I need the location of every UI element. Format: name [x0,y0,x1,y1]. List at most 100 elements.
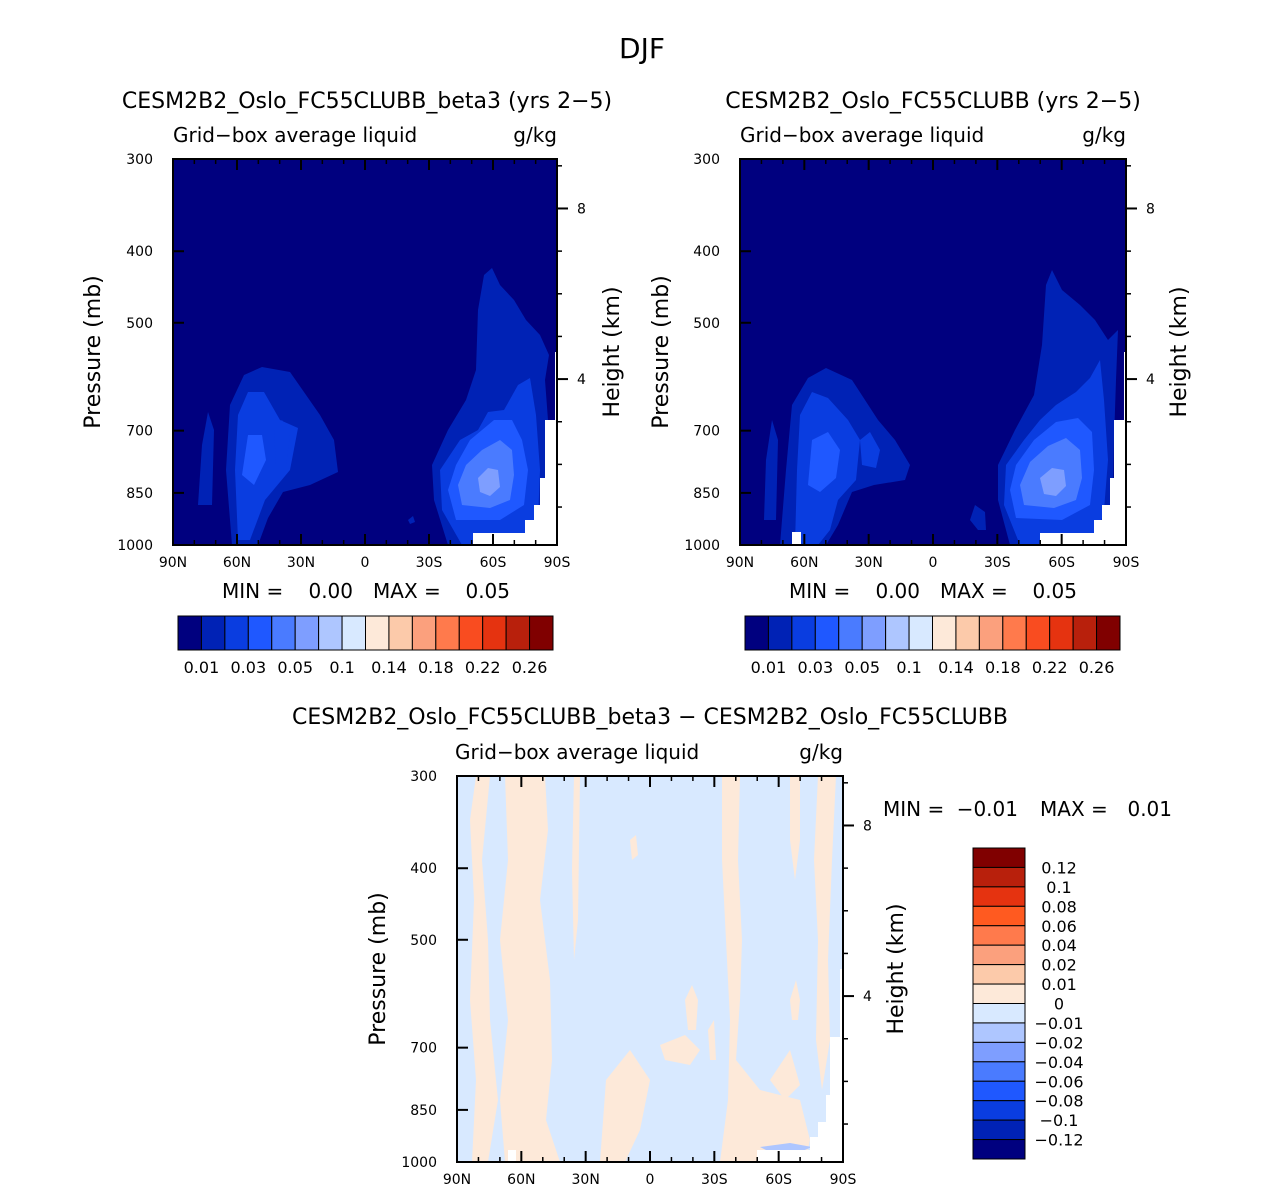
x-tick-label: 60S [480,555,507,571]
panel-difference-max-value: 0.01 [1127,797,1172,821]
y-tick-label: 850 [693,486,720,502]
colorbar-box [365,615,390,651]
y-tick-label: 1000 [401,1155,437,1171]
colorbar-box [529,615,554,651]
panel-difference-units: g/kg [799,740,843,764]
panel-control-max-value: 0.05 [1032,579,1077,603]
colorbar-box [767,615,793,651]
y-tick-label: 500 [693,316,720,332]
panel-difference-colorbar: 0.120.10.080.060.040.020.010−0.01−0.02−0… [972,847,1084,1160]
colorbar-box [341,615,366,651]
positive-anomaly-band [685,985,698,1030]
figure-title: DJF [619,32,665,65]
x-tick-label: 90N [159,555,187,571]
x-tick-label: 30N [287,555,315,571]
colorbar-box [955,615,980,651]
x-tick-label: 90N [443,1172,471,1188]
panel-control-min-label: MIN = [789,579,850,603]
positive-anomaly-band [790,776,800,880]
colorbar-label: 0.01 [184,658,220,677]
x-tick-label: 90N [726,555,754,571]
colorbar-box [972,1041,1026,1063]
contour-fill-low [198,412,214,505]
colorbar-box [972,905,1026,927]
colorbar-box [1002,615,1027,651]
colorbar-box [224,615,249,651]
x-tick-label: 0 [361,555,370,571]
panel-difference-min-label: MIN = [883,797,944,821]
colorbar-box [435,615,460,651]
panel-difference-y2label: Height (km) [884,903,909,1034]
colorbar-box [972,1119,1026,1141]
colorbar-box [972,1061,1026,1082]
colorbar-box [978,615,1004,651]
below-ground-mask [508,1150,516,1162]
panel-beta3-units: g/kg [513,123,557,147]
colorbar-label: 0.12 [1041,858,1077,877]
colorbar-box [271,615,296,651]
panel-control: CESM2B2_Oslo_FC55CLUBB (yrs 2−5) Grid−bo… [649,89,1192,677]
y2-tick-label: 4 [863,989,872,1005]
colorbar-box [388,615,413,651]
colorbar-label: 0.05 [277,658,313,677]
x-tick-label: 90S [544,555,571,571]
colorbar-label: 0.14 [371,658,407,677]
y-tick-label: 850 [410,1103,437,1119]
y2-tick-label: 4 [577,372,586,388]
colorbar-label: 0.1 [896,658,921,677]
y-tick-label: 300 [410,769,437,785]
below-ground-mask [792,532,801,545]
positive-anomaly-band [500,776,560,1162]
colorbar-box [972,866,1026,888]
colorbar-label: 0.01 [1041,975,1077,994]
panel-difference-min-value: −0.01 [957,797,1018,821]
colorbar-box [1049,615,1074,651]
positive-anomaly-band [572,776,580,960]
colorbar-box [458,615,484,651]
colorbar-label: −0.12 [1034,1131,1083,1150]
y2-tick-label: 8 [1146,201,1155,217]
panel-difference-title: CESM2B2_Oslo_FC55CLUBB_beta3 − CESM2B2_O… [292,705,1008,730]
panel-beta3-y2label: Height (km) [600,286,625,417]
colorbar-label: 0.1 [329,658,354,677]
y-tick-label: 300 [126,152,153,168]
colorbar-label: 0.18 [418,658,454,677]
colorbar-label: 0.04 [1041,936,1077,955]
x-tick-label: 60N [223,555,251,571]
colorbar-box [972,1003,1026,1024]
colorbar-box [744,615,769,651]
positive-anomaly-band [790,980,800,1020]
x-tick-label: 30N [572,1172,600,1188]
x-tick-label: 60S [1048,555,1075,571]
colorbar-label: 0.08 [1041,897,1077,916]
colorbar-label: 0.22 [1032,658,1068,677]
below-ground-mask [473,352,557,545]
contour-fill-peak [1040,468,1066,496]
contour-fill-low [764,420,778,520]
colorbar-label: −0.08 [1034,1092,1083,1111]
colorbar-label: 0.03 [798,658,834,677]
positive-anomaly-band [720,776,810,1162]
positive-anomaly-band [630,835,638,860]
panel-beta3-max-value: 0.05 [465,579,510,603]
y-tick-label: 700 [410,1041,437,1057]
colorbar-box [294,615,320,651]
colorbar-box [838,615,863,651]
x-tick-label: 90S [830,1172,857,1188]
contour-fill-mid [860,432,880,468]
y-tick-label: 700 [693,424,720,440]
colorbar-label: 0.22 [465,658,501,677]
panel-control-subtitle: Grid−box average liquid [740,123,984,147]
colorbar-box [885,615,910,651]
x-tick-label: 60N [790,555,818,571]
y-tick-label: 300 [693,152,720,168]
x-tick-label: 30S [416,555,443,571]
panel-beta3-subtitle: Grid−box average liquid [173,123,417,147]
positive-anomaly-band [814,776,836,1090]
x-tick-label: 30N [855,555,883,571]
colorbar-label: −0.06 [1034,1072,1083,1091]
y-tick-label: 700 [126,424,153,440]
positive-anomaly-band [770,1050,800,1100]
positive-anomaly-band [600,1050,650,1162]
